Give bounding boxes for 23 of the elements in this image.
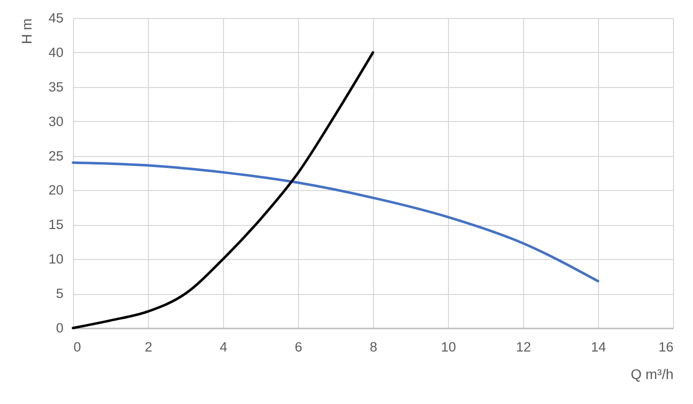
x-tick-label: 16 [658,340,674,354]
y-tick-label: 30 [48,114,64,129]
y-tick-label: 35 [48,79,64,94]
y-tick-label: 15 [48,217,64,232]
y-tick-label: 45 [48,10,64,26]
y-tick-label: 10 [48,252,64,267]
x-tick-label: 12 [516,340,532,354]
y-tick-label: 20 [48,182,64,198]
y-tick-label: 25 [48,148,64,164]
x-tick-label: 8 [370,340,378,354]
y-tick-label: 40 [48,44,64,60]
x-tick-label: 14 [590,340,606,354]
line-series [72,161,600,282]
x-tick-label: 10 [440,340,456,354]
y-tick-label: 0 [56,320,64,336]
x-tick-label: 4 [220,340,228,354]
y-axis-title: H m [18,18,34,44]
x-tick-label: 6 [294,340,302,354]
x-tick-label: 0 [74,340,82,354]
line-series [72,51,374,330]
y-tick-label: 5 [56,286,64,302]
x-tick-label: 2 [144,340,152,354]
x-axis-title: Q m³/h [630,366,674,382]
